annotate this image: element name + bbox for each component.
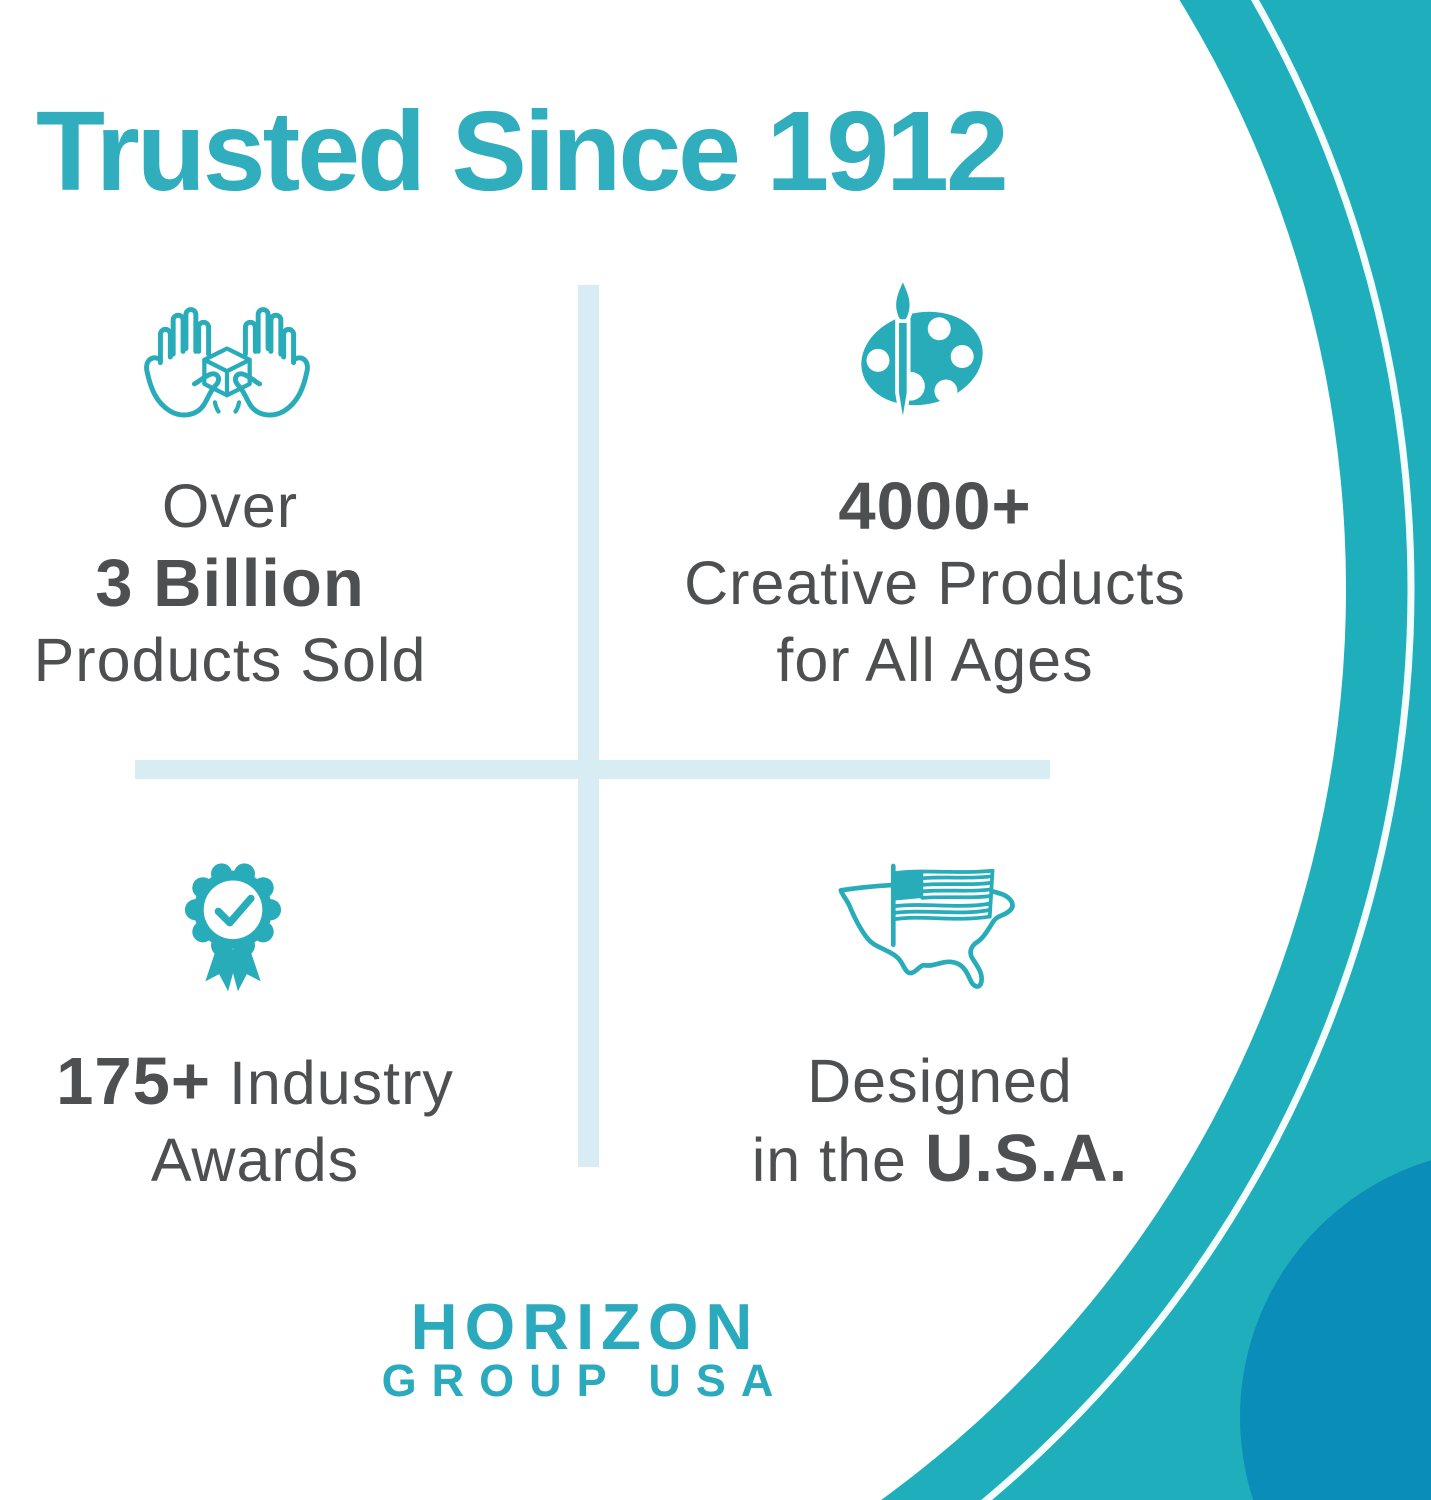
horizon-group-usa-logo: HORIZON GROUP USA — [335, 1290, 835, 1406]
stat-creative-products: 4000+ Creative Products for All Ages — [635, 468, 1235, 699]
usa-outline — [838, 882, 1015, 989]
stat-line: Creative Products — [684, 549, 1186, 617]
stat-line: in the U.S.A. — [640, 1120, 1240, 1199]
stat-text: in the — [751, 1126, 907, 1194]
paint-brush — [892, 276, 914, 428]
stat-value: 3 Billion — [95, 546, 365, 621]
stat-value: 4000+ — [838, 469, 1032, 544]
us-flag — [890, 863, 995, 948]
stat-value: 175+ — [56, 1044, 211, 1119]
check-mark — [214, 894, 255, 927]
stat-text: Industry — [228, 1049, 454, 1117]
stat-designed-usa: Designed in the U.S.A. — [640, 1043, 1240, 1199]
stat-line: Products Sold — [33, 626, 427, 694]
hands-holding-product-icon — [144, 307, 310, 418]
award-ribbon-check-icon — [184, 863, 282, 992]
usa-map-flag-icon — [838, 863, 1015, 989]
logo-line-group-usa: GROUP USA — [381, 1355, 789, 1406]
logo-line-horizon: HORIZON — [410, 1290, 760, 1363]
stat-line: for All Ages — [776, 626, 1094, 694]
stat-line: Awards — [150, 1126, 360, 1194]
stat-line: 175+ Industry — [5, 1043, 505, 1122]
horizontal-divider — [135, 760, 1050, 779]
stat-line: Designed — [807, 1047, 1073, 1115]
paint-palette-brush-icon — [861, 276, 983, 428]
stat-products-sold: Over 3 Billion Products Sold — [0, 468, 460, 699]
stat-line: Over — [161, 472, 299, 540]
stat-industry-awards: 175+ Industry Awards — [5, 1043, 505, 1199]
stat-value: U.S.A. — [924, 1121, 1129, 1196]
vertical-divider — [578, 285, 599, 1167]
product-cube — [202, 346, 252, 414]
page-title: Trusted Since 1912 — [36, 88, 1009, 214]
dark-blue-corner-circle — [1240, 1160, 1431, 1500]
